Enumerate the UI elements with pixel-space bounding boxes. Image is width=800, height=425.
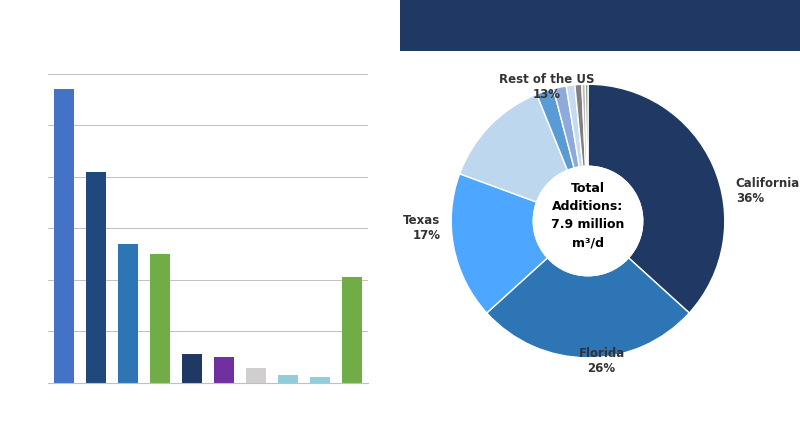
Bar xyxy=(278,375,298,382)
Wedge shape xyxy=(582,84,587,166)
Wedge shape xyxy=(460,94,567,202)
Wedge shape xyxy=(486,258,690,358)
Wedge shape xyxy=(554,86,579,168)
Wedge shape xyxy=(566,85,582,167)
Bar xyxy=(118,244,138,382)
Wedge shape xyxy=(586,84,588,166)
Bar xyxy=(150,254,170,382)
Text: Total
Additions:
7.9 million
m³/d: Total Additions: 7.9 million m³/d xyxy=(551,182,625,249)
Circle shape xyxy=(534,166,642,276)
Wedge shape xyxy=(451,174,547,313)
Wedge shape xyxy=(537,89,574,170)
Bar xyxy=(86,172,106,382)
Wedge shape xyxy=(575,85,586,167)
Text: Texas
17%: Texas 17% xyxy=(403,214,440,242)
Bar xyxy=(246,368,266,382)
Bar xyxy=(182,354,202,382)
Bar xyxy=(342,277,362,382)
Wedge shape xyxy=(588,84,725,313)
Text: Rest of the US
13%: Rest of the US 13% xyxy=(499,73,594,101)
Bar xyxy=(54,89,74,382)
Text: Florida
26%: Florida 26% xyxy=(578,347,625,375)
Bar xyxy=(214,357,234,382)
Text: California
36%: California 36% xyxy=(736,177,800,205)
Bar xyxy=(310,377,330,382)
